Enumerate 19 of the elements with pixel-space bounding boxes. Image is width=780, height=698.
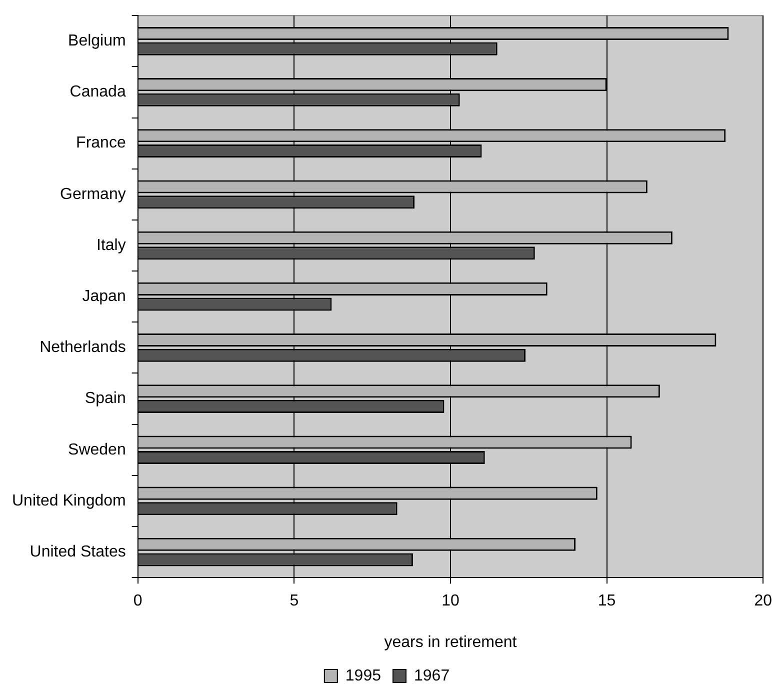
y-tick-label: Japan — [82, 288, 126, 306]
y-tick-label: Italy — [96, 236, 126, 254]
y-tick-label: Netherlands — [40, 339, 126, 356]
y-tick-label: France — [76, 134, 126, 152]
y-tick-label: United States — [30, 543, 126, 560]
y-tick-label: Belgium — [68, 32, 126, 50]
x-tick-label: 15 — [598, 592, 616, 610]
x-tick-label: 5 — [290, 592, 299, 610]
y-tick-label: Sweden — [68, 441, 126, 458]
x-axis-title: years in retirement — [384, 634, 518, 651]
y-tick-label: Spain — [84, 390, 126, 408]
legend-label: 1967 — [414, 667, 450, 684]
x-tick-label: 20 — [754, 592, 772, 610]
y-tick-label: Canada — [70, 84, 126, 101]
legend-label: 1995 — [345, 667, 382, 684]
y-tick-label: United Kingdom — [12, 492, 126, 510]
x-tick-label: 0 — [133, 592, 142, 610]
x-tick-label: 10 — [442, 592, 460, 610]
y-tick-label: Germany — [60, 186, 126, 203]
